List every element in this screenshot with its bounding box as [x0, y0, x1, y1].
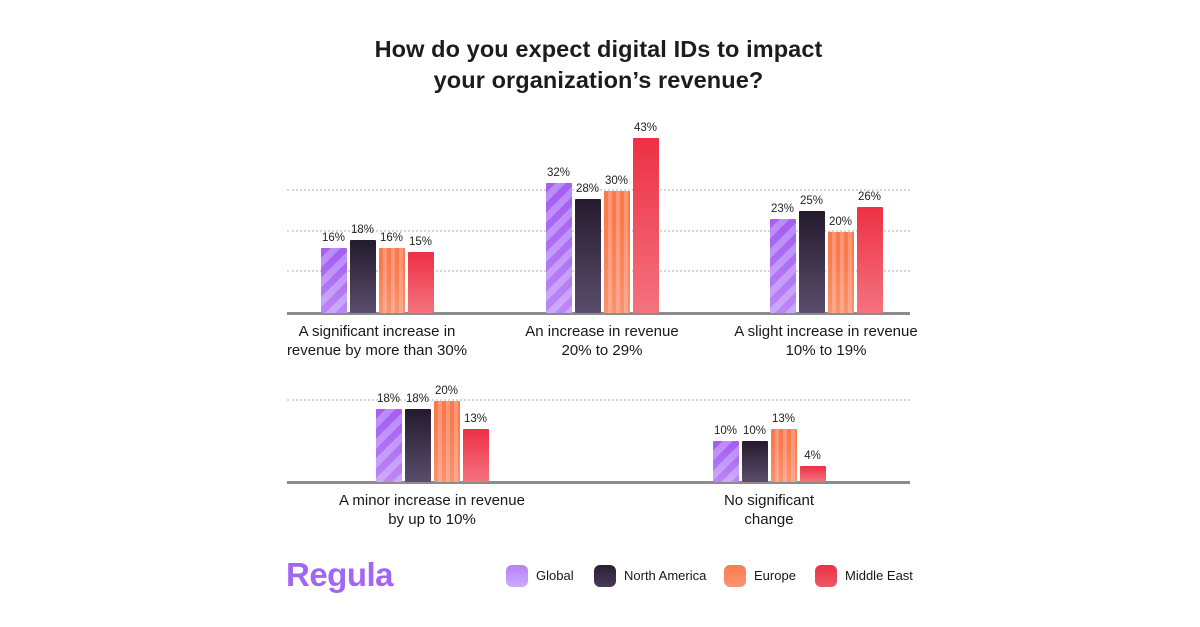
value-label: 20% [434, 385, 459, 397]
bar-group: 10% 10% 13% 4% No significant change [712, 282, 826, 528]
bar-middle-east: 43% [632, 122, 659, 313]
legend-item-europe: Europe [724, 565, 796, 587]
bar-middle-east: 15% [407, 236, 434, 313]
value-label: 18% [376, 393, 401, 405]
bar-europe: 16% [378, 232, 405, 313]
bar-north-america: 25% [798, 195, 825, 313]
chart-row-top: 16% 18% 16% 15% A significant increase in re… [287, 113, 918, 359]
value-label: 43% [633, 122, 658, 134]
bar-europe: 20% [433, 385, 460, 482]
legend-swatch-north-america [594, 565, 616, 587]
value-label: 16% [379, 232, 404, 244]
bar-global: 18% [375, 393, 402, 482]
legend-swatch-global [506, 565, 528, 587]
bar-global: 16% [320, 232, 347, 313]
category-label: A slight increase in revenue 10% to 19% [734, 323, 918, 359]
category-label: A minor increase in revenue by up to 10% [339, 492, 525, 528]
bar-north-america: 18% [349, 224, 376, 313]
chart-title: How do you expect digital IDs to impact … [374, 36, 823, 94]
regula-logo: Regula [286, 556, 394, 593]
value-label: 32% [546, 167, 571, 179]
bar-europe: 20% [827, 216, 854, 313]
bar-group: 18% 18% 20% 13% A minor increase in revenue … [339, 282, 525, 528]
category-label: An increase in revenue 20% to 29% [525, 323, 679, 359]
value-label: 23% [770, 203, 795, 215]
gridline-20pct [287, 399, 910, 401]
value-label: 13% [463, 413, 488, 425]
axis-line [287, 481, 910, 484]
value-label: 18% [350, 224, 375, 236]
category-label: A significant increase in revenue by mor… [286, 323, 468, 359]
bar-group: 16% 18% 16% 15% A significant increase in re… [287, 113, 467, 359]
legend-label: Global [536, 568, 574, 583]
value-label: 15% [408, 236, 433, 248]
legend-item-global: Global [506, 565, 574, 587]
legend-item-north-america: North America [594, 565, 706, 587]
value-label: 20% [828, 216, 853, 228]
value-label: 26% [857, 191, 882, 203]
bar-global: 23% [769, 203, 796, 313]
legend-item-middle-east: Middle East [815, 565, 913, 587]
bar-middle-east: 4% [799, 450, 826, 482]
chart-row-bottom: 18% 18% 20% 13% A minor increase in revenue … [287, 282, 910, 528]
value-label: 4% [804, 450, 821, 462]
bar-north-america: 28% [574, 183, 601, 313]
value-label: 13% [771, 413, 796, 425]
legend-label: Europe [754, 568, 796, 583]
bar-group: 32% 28% 30% 43% An increase in revenue 20% t… [525, 113, 678, 359]
legend-swatch-middle-east [815, 565, 837, 587]
value-label: 16% [321, 232, 346, 244]
value-label: 10% [742, 425, 767, 437]
bar-europe: 30% [603, 175, 630, 313]
value-label: 25% [799, 195, 824, 207]
gridline-30pct [287, 189, 910, 191]
value-label: 28% [575, 183, 600, 195]
legend-swatch-europe [724, 565, 746, 587]
value-label: 10% [713, 425, 738, 437]
bar-north-america: 18% [404, 393, 431, 482]
legend-label: Middle East [845, 568, 913, 583]
legend-label: North America [624, 568, 707, 583]
bar-north-america: 10% [741, 425, 768, 482]
bar-group: 23% 25% 20% 26% A slight increase in revenue… [734, 113, 917, 359]
value-label: 18% [405, 393, 430, 405]
bar-europe: 13% [770, 413, 797, 482]
category-label: No significant change [723, 492, 815, 528]
bar-middle-east: 26% [856, 191, 883, 313]
value-label: 30% [604, 175, 629, 187]
axis-line [287, 312, 910, 315]
bar-global: 10% [712, 425, 739, 482]
bar-global: 32% [545, 167, 572, 313]
bar-middle-east: 13% [462, 413, 489, 482]
